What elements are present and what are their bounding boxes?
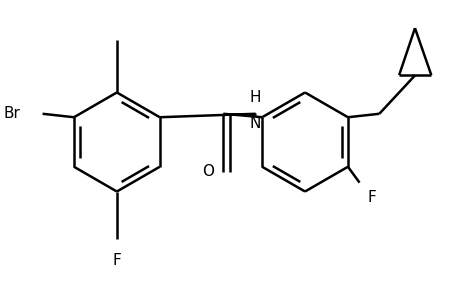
Text: O: O — [202, 164, 214, 179]
Text: N: N — [250, 116, 261, 131]
Text: F: F — [368, 190, 376, 205]
Text: H: H — [250, 90, 261, 105]
Text: F: F — [112, 253, 121, 268]
Text: Br: Br — [4, 106, 20, 121]
